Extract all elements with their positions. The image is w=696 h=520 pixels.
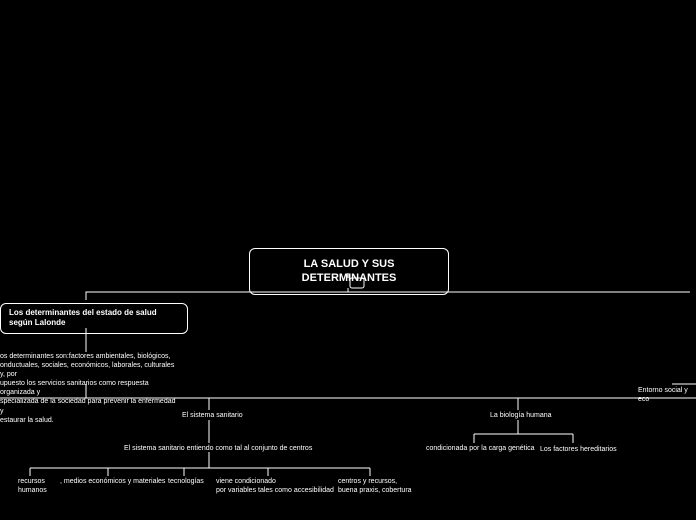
node-sistema-def: El sistema sanitario entiendo como tal a… (124, 444, 312, 453)
node-lalonde-desc: os determinantes son:factores ambientale… (0, 352, 180, 425)
node-centros: centros y recursos, buena praxis, cobert… (338, 477, 412, 495)
node-entorno: Entorno social y eco (638, 386, 696, 404)
node-sistema-sanitario: El sistema sanitario (182, 411, 243, 420)
root-node: LA SALUD Y SUS DETERMINANTES (249, 248, 449, 295)
node-lalonde: Los determinantes del estado de salud se… (0, 303, 188, 334)
node-biologia: La biología humana (490, 411, 552, 420)
node-medios: , medios económicos y materiales (60, 477, 165, 486)
node-factores-hered: Los factores hereditarios (540, 445, 617, 454)
node-cond-genetica: condicionada por la carga genética (426, 444, 535, 453)
node-viene-cond: viene condicionado por variables tales c… (216, 477, 334, 495)
node-tecnologias: tecnologías (168, 477, 204, 486)
node-recursos: recursos humanos (18, 477, 47, 495)
